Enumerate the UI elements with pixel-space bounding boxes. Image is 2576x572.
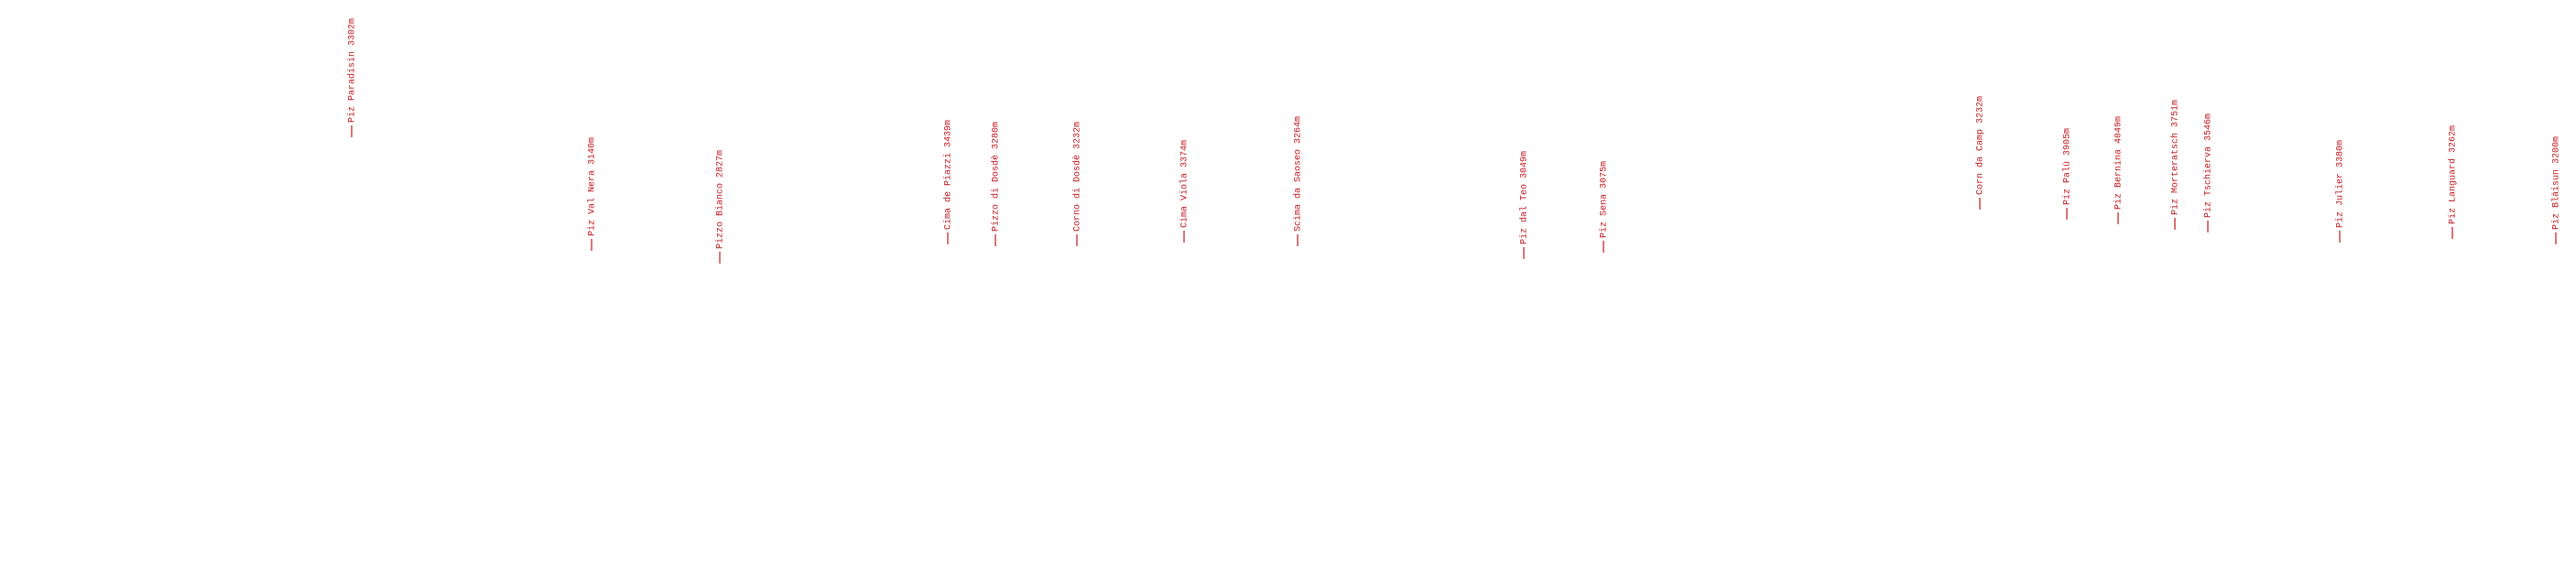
peak-label: Piz Languard 3262m xyxy=(2448,125,2459,239)
peak-name: Cima Viola 3374m xyxy=(1179,140,1190,228)
peak-name: Scima da Saoseo 3264m xyxy=(1293,116,1304,232)
peak-label: Piz Paradisin 3302m xyxy=(347,18,358,137)
peak-name: Piz Julier 3380m xyxy=(2335,140,2346,228)
peak-label: Piz Sena 3075m xyxy=(1599,161,1610,253)
peak-label: Cima Viola 3374m xyxy=(1179,140,1190,243)
peak-label: Pizzo Bianco 2827m xyxy=(715,150,726,264)
peak-name: Piz Bernina 4049m xyxy=(2114,116,2125,210)
peak-label: Corno di Dosdè 3232m xyxy=(1072,122,1083,246)
peak-name: Piz dal Teo 3049m xyxy=(1519,151,1530,244)
peak-name: Piz Sena 3075m xyxy=(1599,161,1610,238)
peak-name: Piz Morteratsch 3751m xyxy=(2170,100,2181,215)
peak-label: Scima da Saoseo 3264m xyxy=(1293,116,1304,246)
peak-label: Piz Bläisun 3200m xyxy=(2551,136,2562,244)
peak-label: Piz dal Teo 3049m xyxy=(1519,151,1530,259)
peak-name: Pizzo Bianco 2827m xyxy=(715,150,726,249)
peak-label: Piz Palü 3905m xyxy=(2062,128,2073,220)
peak-name: Piz Languard 3262m xyxy=(2448,125,2459,224)
peak-label: Piz Tschierva 3546m xyxy=(2203,113,2214,232)
peak-name: Piz Paradisin 3302m xyxy=(347,18,358,123)
peak-label: Corn da Camp 3232m xyxy=(1975,96,1986,210)
peak-name: Cima de Piazzi 3439m xyxy=(943,120,954,230)
peak-name: Piz Tschierva 3546m xyxy=(2203,113,2214,218)
peak-name: Piz Bläisun 3200m xyxy=(2551,136,2562,230)
peak-name: Pizzo di Dosdè 3280m xyxy=(991,122,1002,232)
peak-label: Piz Morteratsch 3751m xyxy=(2170,100,2181,230)
peak-label: Piz Val Nera 3140m xyxy=(587,137,598,251)
peak-name: Piz Val Nera 3140m xyxy=(587,137,598,236)
peak-name: Piz Palü 3905m xyxy=(2062,128,2073,205)
peak-label: Piz Bernina 4049m xyxy=(2114,116,2125,224)
peak-label: Pizzo di Dosdè 3280m xyxy=(991,122,1002,246)
peak-name: Corno di Dosdè 3232m xyxy=(1072,122,1083,232)
peak-label: Piz Julier 3380m xyxy=(2335,140,2346,243)
peak-name: Corn da Camp 3232m xyxy=(1975,96,1986,195)
peak-label: Cima de Piazzi 3439m xyxy=(943,120,954,244)
